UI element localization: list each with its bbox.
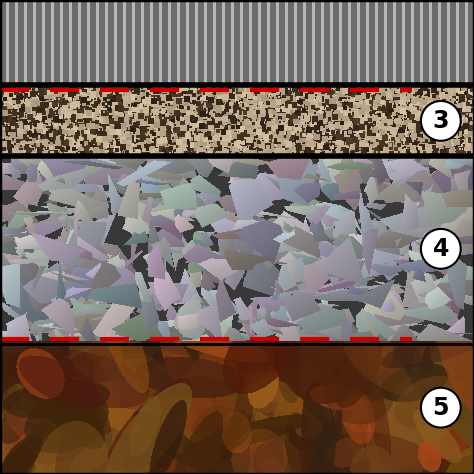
Circle shape: [421, 388, 461, 428]
Text: 4: 4: [433, 237, 449, 261]
Text: 3: 3: [433, 109, 449, 133]
Circle shape: [421, 229, 461, 269]
Text: 5: 5: [433, 396, 449, 419]
Circle shape: [421, 101, 461, 141]
